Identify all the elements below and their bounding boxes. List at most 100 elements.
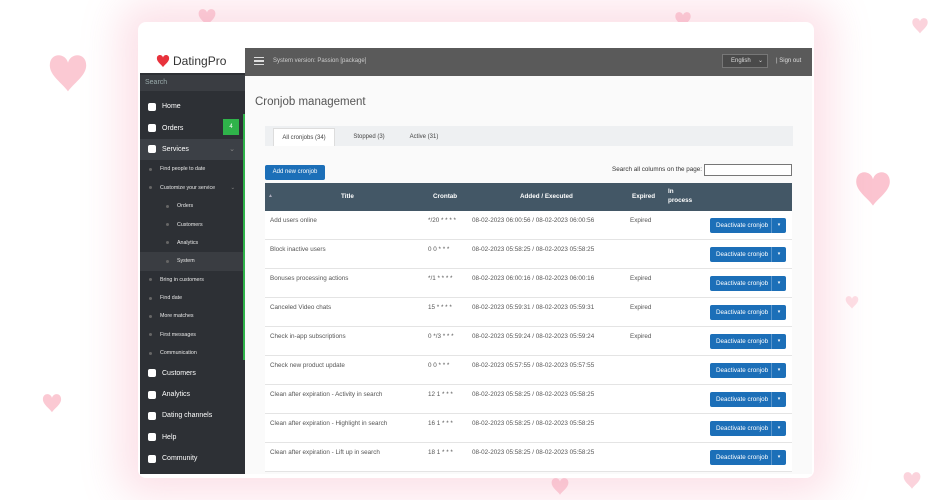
tab[interactable]: All cronjobs (34)	[273, 128, 335, 146]
action-caret: ▾	[771, 334, 786, 349]
cell-added: 08-02-2023 05:58:25 / 08-02-2023 05:58:2…	[472, 420, 595, 427]
language-select[interactable]: English ⌄	[722, 54, 768, 68]
action-label: Deactivate cronjob	[716, 222, 769, 229]
nav-item[interactable]: Orders 4	[140, 117, 243, 138]
table-row: Block inactive users 0 0 * * * 08-02-2023 …	[265, 240, 792, 269]
nav-label: Find people to date	[160, 166, 206, 173]
nav-label: Community	[162, 455, 198, 463]
nav-label: Services	[162, 145, 189, 153]
nav-label: More matches	[160, 313, 194, 320]
nav-dot	[166, 241, 169, 245]
cell-added: 08-02-2023 05:58:25 / 08-02-2023 05:58:2…	[472, 449, 595, 456]
nav-icon	[148, 124, 156, 133]
tabs: All cronjobs (34) Stopped (3) Active (31)	[265, 126, 793, 146]
nav-label: Home	[162, 103, 181, 111]
table-row: Check new product update 0 0 * * * 08-02-2…	[265, 356, 792, 385]
col-title: Title	[341, 193, 354, 200]
action-button[interactable]: Deactivate cronjob ▾	[710, 305, 786, 320]
action-caret: ▾	[771, 276, 786, 291]
nav-dot	[149, 278, 152, 282]
action-caret: ▾	[771, 392, 786, 407]
nav-item[interactable]: Analytics	[140, 384, 243, 405]
action-label: Deactivate cronjob	[716, 338, 769, 345]
menu-toggle[interactable]	[254, 57, 264, 65]
nav-label: Communication	[160, 350, 197, 357]
nav-item[interactable]: Find date	[140, 289, 243, 307]
action-button[interactable]: Deactivate cronjob ▾	[710, 450, 786, 465]
topbar: System version: Passion [package] Englis…	[245, 48, 812, 76]
nav-label: Customers	[177, 221, 203, 228]
tab[interactable]: Active (31)	[409, 134, 439, 140]
nav-dot	[166, 259, 169, 263]
nav-item[interactable]: System	[140, 252, 243, 271]
action-button[interactable]: Deactivate cronjob ▾	[710, 247, 786, 262]
cell-crontab: 12 1 * * *	[428, 391, 453, 398]
sign-out-text: Sign out	[779, 58, 802, 64]
nav-item[interactable]: Analytics	[140, 234, 243, 252]
sidebar-search[interactable]: Search	[140, 75, 245, 91]
action-button[interactable]: Deactivate cronjob ▾	[710, 363, 786, 378]
action-button[interactable]: Deactivate cronjob ▾	[710, 276, 786, 291]
cell-title: Bonuses processing actions	[270, 275, 349, 282]
nav-item[interactable]: More matches	[140, 307, 243, 325]
table-row: Clean after expiration - Highlight in se…	[265, 414, 792, 443]
add-button[interactable]: Add new cronjob	[265, 165, 325, 180]
nav-item[interactable]: Dating channels	[140, 405, 243, 426]
action-button[interactable]: Deactivate cronjob ▾	[710, 334, 786, 349]
nav-icon	[148, 145, 156, 154]
nav-item[interactable]: Customers	[140, 215, 243, 233]
cell-crontab: */20 * * * *	[428, 217, 457, 224]
cell-added: 08-02-2023 06:00:16 / 08-02-2023 06:00:1…	[472, 275, 595, 282]
nav-dot	[149, 186, 152, 190]
table-row: Clean after expiration - Lift up in sear…	[265, 443, 792, 472]
nav-item[interactable]: Communication	[140, 344, 243, 362]
nav-label: Orders	[162, 124, 184, 132]
table-row: Canceled Video chats 15 * * * * 08-02-2023…	[265, 298, 792, 327]
nav-label: Customize your service	[160, 184, 216, 191]
nav-label: Bring in customers	[160, 276, 204, 283]
nav-dot	[149, 314, 152, 318]
nav-item[interactable]: Bring in customers	[140, 271, 243, 289]
action-label: Deactivate cronjob	[716, 425, 769, 432]
nav-item[interactable]: Customers	[140, 362, 243, 383]
nav-item[interactable]: Home	[140, 96, 243, 117]
nav-item[interactable]: Community	[140, 448, 243, 469]
nav-label: First messages	[160, 331, 196, 338]
logo-heart	[156, 54, 170, 67]
nav-item[interactable]: Orders	[140, 197, 243, 215]
cell-title: Clean after expiration - Activity in sea…	[270, 391, 383, 398]
action-button[interactable]: Deactivate cronjob ▾	[710, 218, 786, 233]
cell-crontab: */1 * * * *	[428, 275, 453, 282]
nav-label: Help	[162, 433, 177, 441]
nav-item[interactable]: First messages	[140, 326, 243, 344]
action-label: Deactivate cronjob	[716, 280, 769, 287]
nav-label: Analytics	[177, 239, 199, 246]
search-input[interactable]	[704, 164, 792, 176]
nav-item[interactable]: Help	[140, 427, 243, 448]
nav-item[interactable]: Services ⌄	[140, 138, 243, 161]
nav-item[interactable]: Find people to date	[140, 160, 243, 178]
col-added: Added / Executed	[520, 193, 573, 200]
action-caret: ▾	[771, 450, 786, 465]
nav-item[interactable]: Customize your service ⌄	[140, 179, 243, 197]
action-caret: ▾	[771, 218, 786, 233]
cell-added: 08-02-2023 05:59:31 / 08-02-2023 05:59:3…	[472, 304, 595, 311]
action-button[interactable]: Deactivate cronjob ▾	[710, 392, 786, 407]
nav-dot	[166, 223, 169, 227]
admin-app: DatingPro Search Home Orders 4 Services ⌄ Fin…	[140, 48, 812, 474]
table-row: Bonuses processing actions */1 * * * * 08-…	[265, 269, 792, 298]
cell-added: 08-02-2023 05:59:24 / 08-02-2023 05:59:2…	[472, 333, 595, 340]
sort-icon: ▲	[268, 193, 273, 199]
action-button[interactable]: Deactivate cronjob ▾	[710, 421, 786, 436]
nav-label: Analytics	[162, 391, 191, 399]
nav-caret: ⌄	[229, 146, 235, 154]
nav-dot	[149, 167, 152, 171]
nav-badge: 4	[223, 119, 239, 136]
action-caret: ▾	[771, 305, 786, 320]
cell-title: Clean after expiration - Lift up in sear…	[270, 449, 380, 456]
tab[interactable]: Stopped (3)	[353, 134, 385, 140]
sign-out[interactable]: | Sign out	[776, 58, 802, 64]
cell-title: Block inactive users	[270, 246, 326, 253]
page-title: Cronjob management	[255, 96, 366, 108]
nav-label: Find date	[160, 295, 183, 302]
